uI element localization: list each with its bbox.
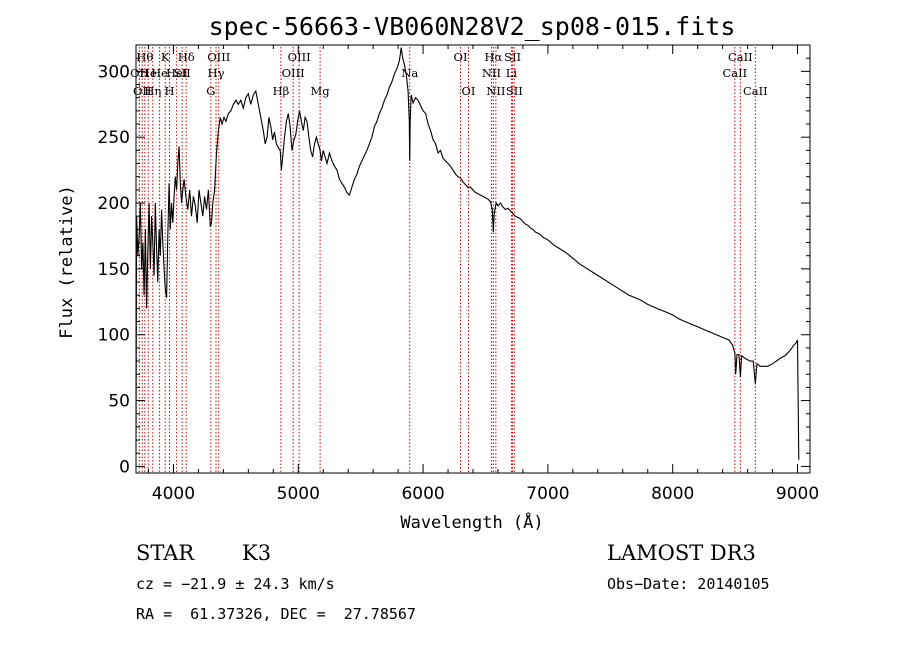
line-marker-label: H [165,84,175,98]
x-axis-label: Wavelength (Å) [400,511,543,533]
redshift-velocity: cz = −21.9 ± 24.3 km/s [136,575,335,593]
line-marker-label: CaII [728,50,753,64]
line-markers [138,47,756,473]
x-tick-label: 4000 [152,484,195,504]
line-marker-label: OIII [207,50,230,64]
line-marker-label: OII [130,66,149,80]
line-marker-label: Hη [144,84,161,98]
y-tick-label: 300 [98,62,130,82]
object-subclass: K3 [242,541,271,565]
line-marker-label: CaII [743,84,768,98]
line-marker-label: Hγ [208,66,225,80]
line-marker-label: NII [482,66,501,80]
x-tick-label: 8000 [651,484,694,504]
line-marker-label: OI [462,84,476,98]
line-marker-label: SII [506,84,523,98]
line-marker-label: Hβ [273,84,290,98]
x-axis: 4000 5000 6000 7000 8000 9000 [147,45,819,504]
observation-date: Obs−Date: 20140105 [607,575,770,593]
plot-frame [135,44,811,474]
spectrum-line [135,47,800,460]
line-marker-label: OIII [288,50,311,64]
y-tick-label: 150 [98,260,130,280]
line-marker-label: Hα [484,50,502,64]
x-tick-label: 6000 [401,484,444,504]
line-marker-label: Li [506,66,518,80]
line-marker-label: OII [133,84,152,98]
y-tick-label: 200 [98,194,130,214]
y-tick-label: 100 [98,326,130,346]
coordinates: RA = 61.37326, DEC = 27.78567 [136,605,416,623]
y-axis: 0 50 100 150 200 250 300 [98,57,810,477]
line-marker-label: Hθ [136,50,153,64]
line-marker-label: CaII [722,66,747,80]
chart-title: spec-56663-VB060N28V2_sp08-015.fits [209,12,736,41]
y-tick-label: 50 [108,392,130,412]
line-marker-label: OIII [282,66,305,80]
line-marker-label: He [151,66,168,80]
object-class: STAR [136,541,195,565]
line-marker-label: SII [504,50,521,64]
line-marker-label: G [206,84,215,98]
line-marker-label: He [140,66,157,80]
y-tick-label: 0 [119,457,130,477]
line-marker-label: SII [174,66,191,80]
line-marker-label: K [161,50,170,64]
line-marker-label: NII [486,84,505,98]
line-marker-label: Mg [311,84,331,98]
x-tick-label: 5000 [277,484,320,504]
line-marker-label: HeI [166,66,187,80]
y-tick-label: 250 [98,128,130,148]
y-axis-label: Flux (relative) [57,185,77,339]
line-marker-label: Na [401,66,418,80]
x-tick-label: 7000 [526,484,569,504]
line-marker-label: Hδ [178,50,195,64]
line-marker-label: OI [454,50,468,64]
survey-name: LAMOST DR3 [607,541,756,565]
x-tick-label: 9000 [776,484,819,504]
line-marker-labels: OIIOIIHθHeHηHeKHHeISIIHδGHγOIIIHβOIIIOII… [130,50,768,98]
